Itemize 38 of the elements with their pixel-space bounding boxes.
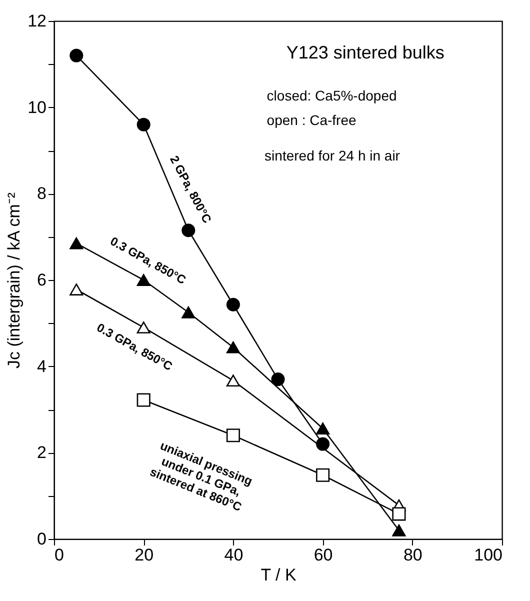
y-tick-label: 10 [28,98,46,117]
point [226,298,240,312]
point [136,322,150,334]
x-tick-label: 40 [224,546,244,564]
annotation: sintered for 24 h in air [264,148,400,164]
point [226,428,240,442]
point [316,468,330,482]
point [182,224,196,238]
annotation: Y123 sintered bulks [286,42,444,62]
x-tick-label: 80 [403,546,422,564]
point [226,374,240,387]
y-tick-label: 6 [37,270,46,290]
point [70,237,84,250]
y-tick-label: 2 [37,443,46,462]
x-tick-label: 60 [314,546,333,564]
x-tick-label: 100 [474,546,502,564]
point [392,524,406,536]
point [392,507,406,521]
y-axis-title: Jc (intergrain) / kA cm⁻² [4,192,24,369]
point [136,393,150,407]
point [182,306,196,318]
point [136,274,150,286]
y-tick-label: 4 [37,356,46,376]
x-axis-title: T / K [260,566,297,584]
point [316,437,330,451]
annotation: open : Ca-free [266,112,357,128]
y-tick-label: 8 [37,184,46,204]
annotation: closed: Ca5%-doped [266,88,397,104]
point [136,118,150,132]
y-tick-label: 0 [37,530,46,548]
point [271,372,285,386]
x-tick-label: 20 [134,546,154,564]
x-tick-label: 0 [54,546,64,564]
point [70,48,84,62]
point [316,422,330,434]
point [70,284,84,296]
point [226,341,240,354]
y-tick-label: 12 [28,12,46,30]
